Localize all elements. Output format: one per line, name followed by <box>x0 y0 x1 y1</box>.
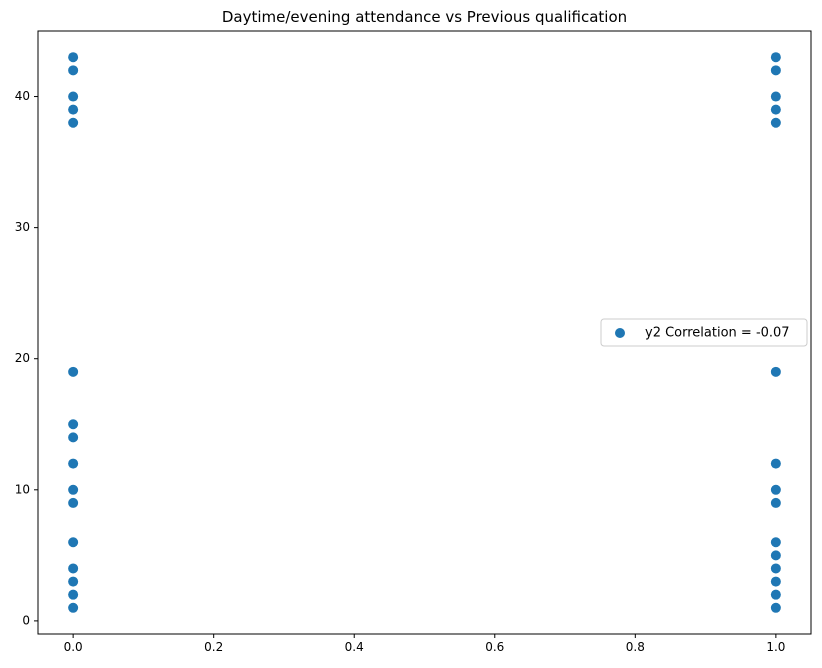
data-point <box>68 65 79 76</box>
y-tick-label: 10 <box>15 482 30 496</box>
data-point <box>770 537 781 548</box>
data-point <box>770 65 781 76</box>
data-point <box>770 91 781 102</box>
data-point <box>68 589 79 600</box>
data-point <box>68 484 79 495</box>
y-tick-label: 20 <box>15 351 30 365</box>
y-tick-label: 0 <box>22 613 30 627</box>
x-tick-label: 0.8 <box>626 640 645 654</box>
x-tick-label: 0.0 <box>64 640 83 654</box>
data-point <box>68 419 79 430</box>
data-point <box>68 117 79 128</box>
x-tick-label: 1.0 <box>766 640 785 654</box>
x-tick-label: 0.2 <box>204 640 223 654</box>
data-point <box>68 52 79 63</box>
data-point <box>770 458 781 469</box>
chart-title: Daytime/evening attendance vs Previous q… <box>222 8 627 26</box>
plot-frame <box>37 30 812 635</box>
data-point <box>68 458 79 469</box>
data-point <box>770 576 781 587</box>
y-tick-label: 40 <box>15 89 30 103</box>
data-point <box>68 366 79 377</box>
data-point <box>68 537 79 548</box>
y-tick-label: 30 <box>15 220 30 234</box>
data-point <box>68 497 79 508</box>
legend: y2 Correlation = -0.07 <box>600 318 808 347</box>
data-point <box>770 484 781 495</box>
data-point <box>68 602 79 613</box>
x-tick-label: 0.4 <box>345 640 364 654</box>
data-point <box>770 497 781 508</box>
data-point <box>68 104 79 115</box>
data-point <box>770 550 781 561</box>
data-point <box>770 52 781 63</box>
data-point <box>770 563 781 574</box>
data-point <box>68 563 79 574</box>
data-point <box>770 104 781 115</box>
data-point <box>68 432 79 443</box>
data-point <box>68 91 79 102</box>
legend-marker <box>615 328 625 338</box>
legend-box <box>600 318 808 347</box>
data-point <box>68 576 79 587</box>
data-point <box>770 589 781 600</box>
data-point <box>770 117 781 128</box>
data-point <box>770 602 781 613</box>
data-point <box>770 366 781 377</box>
legend-label: y2 Correlation = -0.07 <box>645 326 790 341</box>
x-tick-label: 0.6 <box>485 640 504 654</box>
